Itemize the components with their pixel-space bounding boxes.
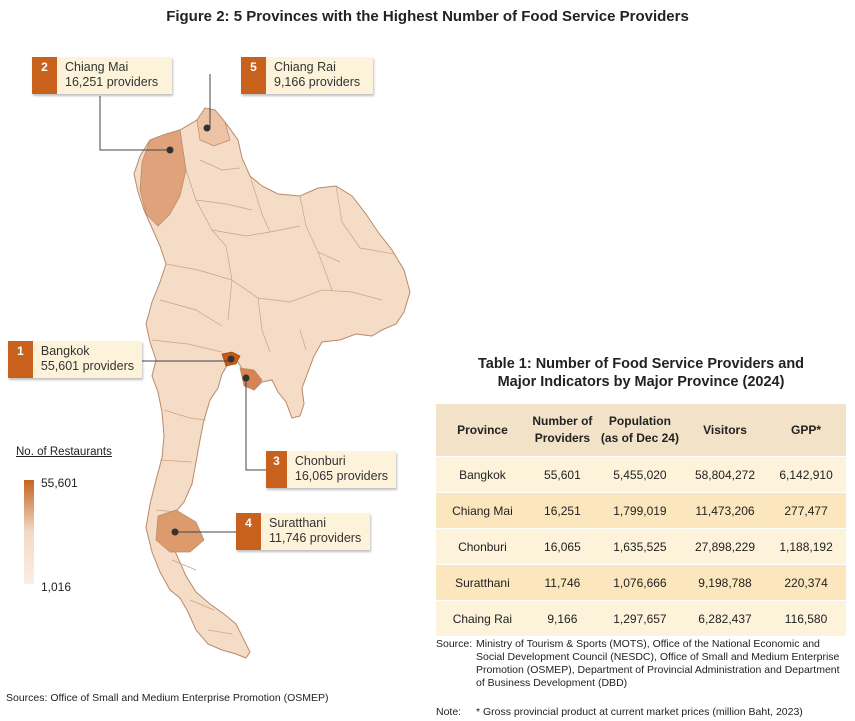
- map-sources: Sources: Office of Small and Medium Ente…: [6, 692, 329, 704]
- legend-color-bar: [24, 480, 34, 584]
- callout-province: Suratthani: [269, 516, 326, 530]
- callout-province: Bangkok: [40, 344, 90, 358]
- location-dots: [166, 124, 250, 536]
- cell-gpp: 277,477: [766, 492, 846, 529]
- cell-providers: 16,251: [528, 492, 596, 529]
- indicators-table: Province Number of Providers Population …: [436, 404, 846, 636]
- callout-rank: 5: [241, 57, 266, 94]
- table-title-line1: Table 1: Number of Food Service Provider…: [477, 356, 805, 372]
- cell-population: 1,297,657: [595, 600, 684, 636]
- cell-visitors: 58,804,272: [683, 456, 767, 493]
- cell-province: Chaing Rai: [436, 600, 529, 636]
- header-province: Province: [436, 404, 529, 457]
- callout-province: Chiang Rai: [274, 60, 336, 74]
- chiang-mai-dot: [166, 146, 174, 154]
- callout-rank: 2: [32, 57, 57, 94]
- cell-population: 1,076,666: [595, 564, 684, 601]
- table-row: Suratthani 11,746 1,076,666 9,198,788 22…: [436, 564, 846, 601]
- callout-province: Chiang Mai: [65, 60, 129, 74]
- table-row: Bangkok 55,601 5,455,020 58,804,272 6,14…: [436, 456, 846, 493]
- cell-visitors: 11,473,206: [683, 492, 767, 529]
- cell-visitors: 6,282,437: [683, 600, 767, 636]
- header-population: Population (as of Dec 24): [595, 404, 684, 457]
- cell-visitors: 27,898,229: [683, 528, 767, 565]
- footnote: Note: * Gross provincial product at curr…: [436, 706, 850, 719]
- callout-providers: 11,746 providers: [269, 531, 362, 545]
- callout-chonburi: 3 Chonburi 16,065 providers: [266, 451, 396, 488]
- cell-gpp: 6,142,910: [766, 456, 846, 493]
- province-borders: [151, 129, 395, 635]
- callout-rank: 4: [236, 513, 261, 550]
- header-visitors: Visitors: [683, 404, 767, 457]
- cell-population: 1,799,019: [595, 492, 684, 529]
- source-label: Source:: [436, 638, 473, 650]
- header-providers-line2: Providers: [534, 431, 591, 445]
- bangkok-dot: [227, 355, 235, 363]
- callout-bangkok: 1 Bangkok 55,601 providers: [8, 341, 142, 378]
- table-header-row: Province Number of Providers Population …: [436, 404, 846, 457]
- cell-gpp: 116,580: [766, 600, 846, 636]
- header-population-line2: (as of Dec 24): [600, 431, 679, 445]
- callout-rank: 3: [266, 451, 287, 488]
- cell-providers: 16,065: [528, 528, 596, 565]
- cell-gpp: 1,188,192: [766, 528, 846, 565]
- legend-min-label: 1,016: [41, 580, 72, 594]
- table-row: Chiang Mai 16,251 1,799,019 11,473,206 2…: [436, 492, 846, 529]
- callout-suratthani: 4 Suratthani 11,746 providers: [236, 513, 370, 550]
- cell-population: 5,455,020: [595, 456, 684, 493]
- note-label: Note:: [436, 706, 462, 718]
- thailand-map: 2 Chiang Mai 16,251 providers 5 Chiang R…: [0, 0, 430, 700]
- header-providers-line1: Number of: [532, 414, 593, 428]
- legend-max-label: 55,601: [41, 476, 78, 490]
- map-svg: [99, 74, 411, 659]
- table-notes: Source: Ministry of Tourism & Sports (MO…: [436, 638, 850, 719]
- chiang-rai-region: [196, 107, 231, 147]
- table-title-line2: Major Indicators by Major Province (2024…: [497, 374, 785, 390]
- cell-province: Bangkok: [436, 456, 529, 493]
- callout-rank: 1: [8, 341, 33, 378]
- callout-chiang-mai: 2 Chiang Mai 16,251 providers: [32, 57, 172, 94]
- callout-text: Chiang Rai 9,166 providers: [266, 57, 368, 94]
- cell-visitors: 9,198,788: [683, 564, 767, 601]
- header-population-line1: Population: [608, 414, 671, 428]
- callout-chiang-rai: 5 Chiang Rai 9,166 providers: [241, 57, 373, 94]
- callout-providers: 16,251 providers: [65, 75, 159, 89]
- callout-text: Bangkok 55,601 providers: [33, 341, 142, 378]
- suratthani-region: [155, 509, 205, 553]
- table-row: Chonburi 16,065 1,635,525 27,898,229 1,1…: [436, 528, 846, 565]
- header-providers: Number of Providers: [528, 404, 596, 457]
- table-row: Chaing Rai 9,166 1,297,657 6,282,437 116…: [436, 600, 846, 636]
- table-title: Table 1: Number of Food Service Provider…: [436, 355, 846, 391]
- cell-providers: 9,166: [528, 600, 596, 636]
- callout-providers: 16,065 providers: [294, 469, 388, 483]
- legend-title: No. of Restaurants: [16, 446, 112, 458]
- header-gpp: GPP*: [766, 404, 846, 457]
- chonburi-dot: [242, 374, 250, 382]
- callout-text: Chonburi 16,065 providers: [287, 451, 396, 488]
- figure-title: Figure 2: 5 Provinces with the Highest N…: [166, 8, 689, 25]
- thailand-outline: [133, 107, 411, 659]
- cell-province: Suratthani: [436, 564, 529, 601]
- note-text: * Gross provincial product at current ma…: [476, 706, 803, 718]
- cell-providers: 55,601: [528, 456, 596, 493]
- chiang-rai-dot: [203, 124, 211, 132]
- cell-province: Chiang Mai: [436, 492, 529, 529]
- cell-gpp: 220,374: [766, 564, 846, 601]
- chiang-mai-region: [139, 129, 187, 227]
- callout-providers: 9,166 providers: [274, 75, 361, 89]
- callout-providers: 55,601 providers: [40, 359, 134, 373]
- callout-province: Chonburi: [294, 454, 346, 468]
- cell-providers: 11,746: [528, 564, 596, 601]
- source-note: Source: Ministry of Tourism & Sports (MO…: [436, 638, 850, 690]
- cell-population: 1,635,525: [595, 528, 684, 565]
- callout-text: Chiang Mai 16,251 providers: [57, 57, 166, 94]
- source-text: Ministry of Tourism & Sports (MOTS), Off…: [476, 638, 840, 689]
- callout-text: Suratthani 11,746 providers: [261, 513, 369, 550]
- suratthani-dot: [171, 528, 179, 536]
- cell-province: Chonburi: [436, 528, 529, 565]
